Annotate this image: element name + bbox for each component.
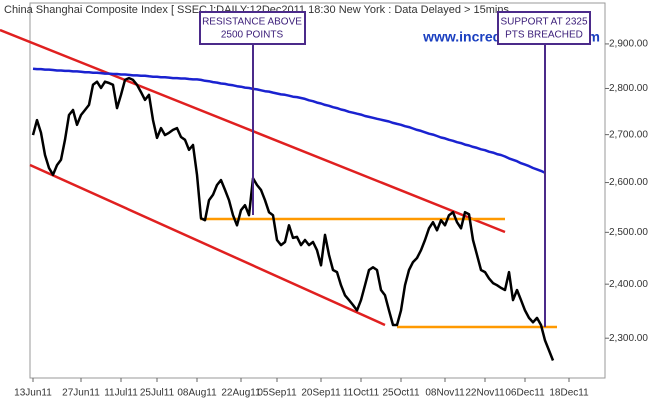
y-tick-label: 2,300.00: [609, 333, 648, 344]
annotation: PTS BREACHED: [505, 30, 583, 41]
callout-box: [199, 11, 306, 45]
x-tick-label: 06Dec11: [505, 388, 545, 399]
y-tick-label: 2,800.00: [609, 83, 648, 94]
price-line: [32, 67, 546, 174]
x-tick-label: 22Nov11: [465, 388, 505, 399]
x-tick-label: 08Nov11: [425, 388, 465, 399]
x-tick-label: 25Oct11: [382, 388, 419, 399]
annotation: RESISTANCE ABOVE: [202, 17, 302, 28]
x-tick-label: 11Oct11: [343, 388, 380, 399]
x-tick-label: 13Jun11: [14, 388, 52, 399]
plot-area: [29, 2, 606, 379]
price-line: [31, 76, 555, 361]
y-tick-label: 2,400.00: [609, 279, 648, 290]
x-tick-label: 20Sep11: [301, 388, 341, 399]
chart-title: China Shanghai Composite Index [ SSEC ]:…: [4, 4, 509, 16]
y-tick-label: 2,500.00: [609, 227, 648, 238]
annotation: 2500 POINTS: [221, 30, 284, 41]
x-tick-label: 22Aug11: [221, 388, 261, 399]
y-tick-label: 2,600.00: [609, 177, 648, 188]
x-tick-label: 08Aug11: [177, 388, 217, 399]
x-tick-label: 11Jul11: [104, 388, 138, 399]
annotation: SUPPORT AT 2325: [500, 17, 588, 28]
trend-line: [29, 163, 386, 327]
x-tick-label: 05Sep11: [257, 388, 297, 399]
x-tick-label: 18Dec11: [549, 388, 589, 399]
y-tick-label: 2,900.00: [609, 39, 648, 50]
x-tick-label: 27Jun11: [62, 388, 100, 399]
callout-box: [497, 11, 591, 45]
y-tick-label: 2,700.00: [609, 129, 648, 140]
x-tick-label: 25Jul11: [140, 388, 175, 399]
